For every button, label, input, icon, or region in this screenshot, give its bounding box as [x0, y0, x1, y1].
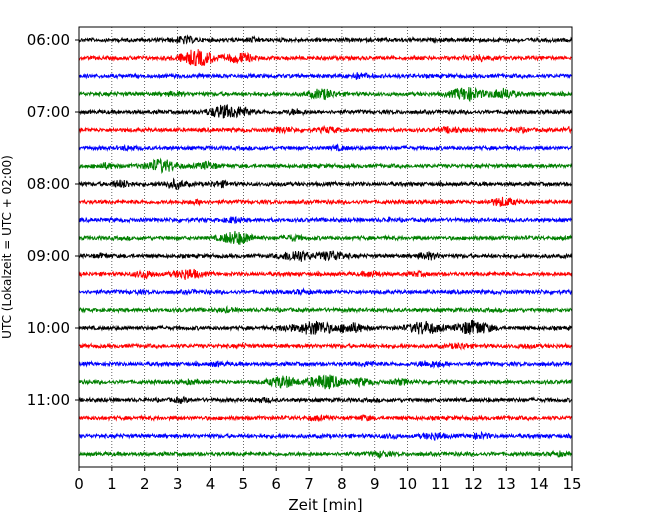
x-tick-label: 13	[497, 475, 516, 493]
x-tick-label: 12	[464, 475, 483, 493]
trace-1015	[78, 341, 573, 351]
grid-lines	[111, 27, 540, 467]
x-tick-label: 9	[370, 475, 380, 493]
trace-1000	[78, 319, 573, 335]
trace-0645	[78, 86, 573, 103]
x-tick-label: 7	[304, 475, 314, 493]
trace-1030	[78, 359, 573, 369]
y-axis: 06:00 07:00 08:00 09:00 10:00 11:00	[27, 31, 79, 409]
trace-0915	[78, 268, 573, 280]
x-tick-label: 6	[271, 475, 281, 493]
x-tick-label: 5	[239, 475, 249, 493]
trace-0815	[78, 196, 573, 207]
trace-0600	[78, 34, 573, 45]
x-tick-label: 11	[431, 475, 450, 493]
x-tick-label: 0	[74, 475, 84, 493]
trace-0615	[78, 49, 573, 67]
trace-1100	[78, 395, 573, 404]
trace-1115	[78, 414, 573, 423]
trace-0945	[78, 305, 573, 314]
trace-1130	[78, 430, 573, 441]
y-axis-label: UTC (Lokalzeit = UTC + 02:00)	[0, 155, 14, 339]
y-tick-label: 07:00	[27, 103, 70, 121]
y-tick-label: 06:00	[27, 31, 70, 49]
trace-0845	[78, 230, 573, 245]
trace-0630	[78, 71, 573, 81]
traces	[78, 34, 573, 460]
x-axis: 0 1 2 3 4 5 6 7 8 9 10 11 12 13 14 15	[74, 467, 582, 493]
x-axis-label: Zeit [min]	[288, 496, 362, 514]
trace-0930	[78, 287, 573, 297]
x-tick-label: 10	[398, 475, 417, 493]
x-tick-label: 4	[206, 475, 216, 493]
y-tick-label: 08:00	[27, 175, 70, 193]
trace-0730	[78, 143, 573, 153]
x-tick-label: 2	[140, 475, 150, 493]
x-tick-label: 1	[107, 475, 117, 493]
trace-0900	[78, 250, 573, 262]
y-tick-label: 11:00	[27, 391, 70, 409]
y-tick-label: 09:00	[27, 247, 70, 265]
y-tick-label: 10:00	[27, 319, 70, 337]
trace-0830	[78, 215, 573, 224]
trace-1145	[78, 449, 573, 460]
trace-1045	[78, 374, 573, 390]
trace-0715	[78, 124, 573, 135]
trace-0700	[78, 104, 573, 119]
x-tick-label: 3	[173, 475, 183, 493]
x-tick-label: 15	[562, 475, 581, 493]
x-tick-label: 14	[530, 475, 549, 493]
x-tick-label: 8	[337, 475, 347, 493]
trace-0800	[78, 177, 573, 191]
plot-frame	[78, 26, 573, 468]
trace-0745	[78, 157, 573, 174]
